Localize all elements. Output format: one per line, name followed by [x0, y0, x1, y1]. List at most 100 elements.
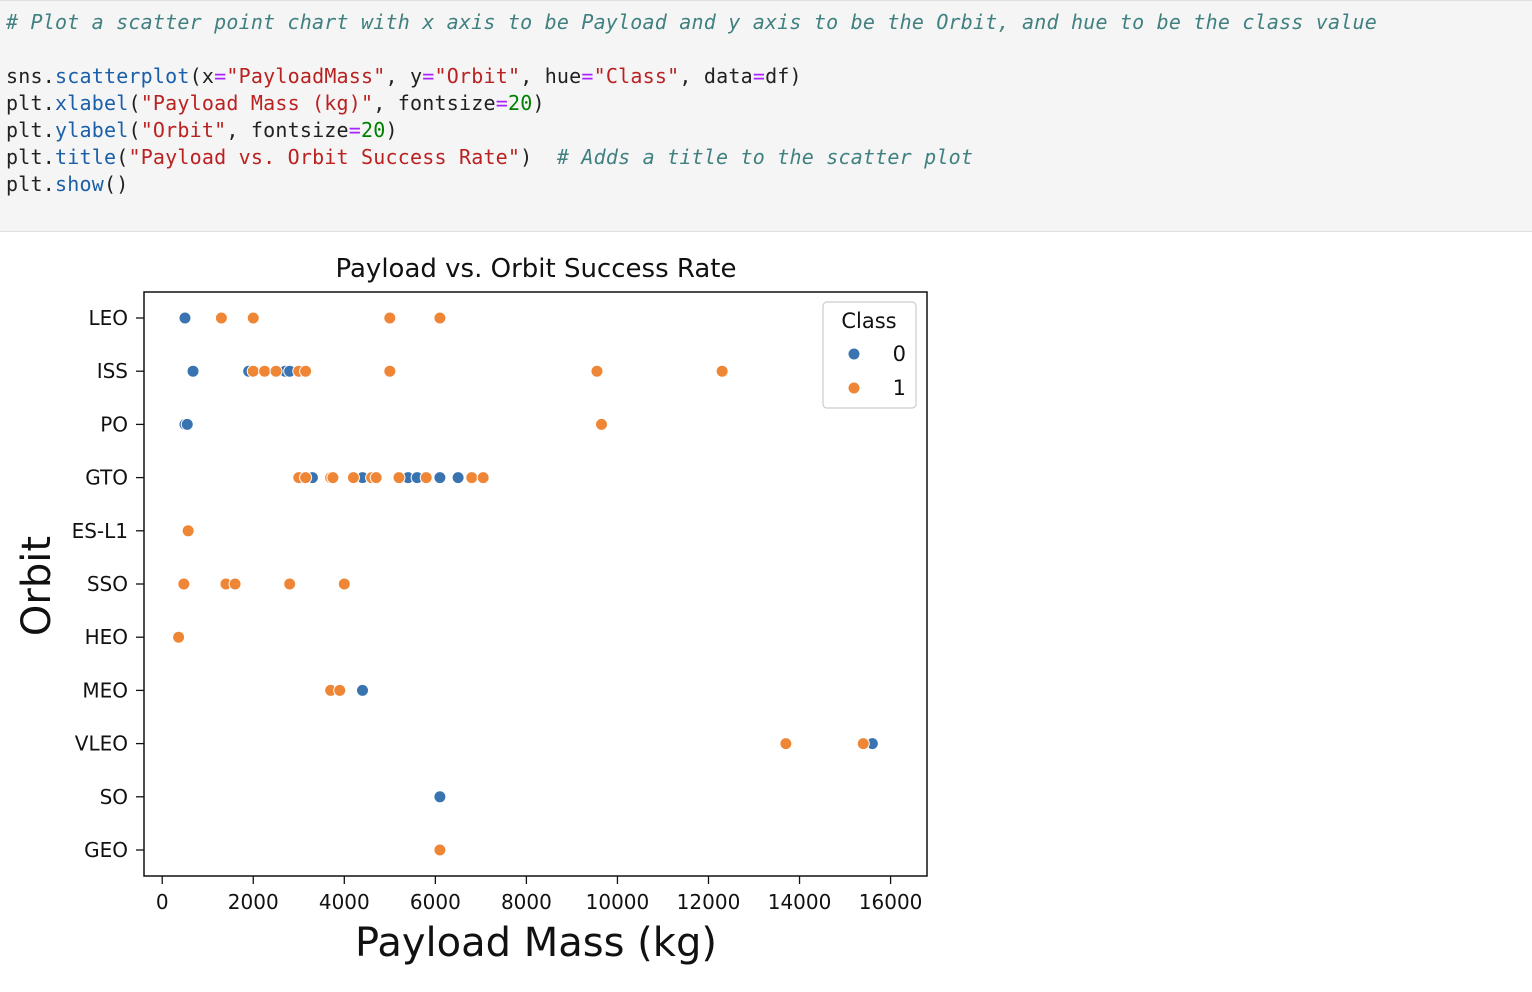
x-tick-label: 0	[156, 890, 169, 914]
code-token: (	[189, 64, 202, 88]
code-token: df	[765, 64, 790, 88]
scatter-chart: Payload vs. Orbit Success Rate LEO ISS PO G…	[14, 254, 928, 966]
x-tick-label: 2000	[228, 890, 279, 914]
data-point-class-1	[177, 577, 191, 591]
code-token: )	[532, 91, 545, 115]
code-token: "Orbit"	[434, 64, 521, 88]
x-tick-label: 8000	[501, 890, 552, 914]
data-point-class-0	[186, 364, 200, 378]
data-point-class-1	[433, 311, 447, 325]
code-token: 20	[361, 118, 386, 142]
legend-label: 0	[893, 342, 906, 366]
code-token: .	[42, 172, 55, 196]
code-token: "Orbit"	[140, 118, 227, 142]
code-token: .	[42, 64, 55, 88]
code-token: =	[581, 64, 594, 88]
y-tick-label: SSO	[87, 572, 128, 596]
code-token: y	[410, 64, 423, 88]
data-point-class-1	[595, 417, 609, 431]
data-point-class-1	[433, 843, 447, 857]
x-tick-label: 16000	[859, 890, 923, 914]
data-point-class-1	[346, 471, 360, 485]
code-token: plt	[6, 172, 43, 196]
code-token: "Class"	[593, 64, 680, 88]
code-token: =	[348, 118, 362, 142]
data-point-class-1	[337, 577, 351, 591]
data-point-class-0	[433, 471, 447, 485]
y-tick-label: LEO	[88, 306, 128, 330]
x-axis-label: Payload Mass (kg)	[355, 920, 717, 966]
x-tick-label: 14000	[768, 890, 832, 914]
code-token: title	[54, 145, 117, 169]
code-cell[interactable]: # Plot a scatter point chart with x axis…	[0, 0, 1532, 232]
code-token: .	[42, 91, 55, 115]
y-tick-label: PO	[100, 412, 128, 436]
code-token: =	[214, 64, 227, 88]
y-axis-label: Orbit	[14, 536, 60, 636]
y-tick-label: HEO	[85, 625, 128, 649]
data-point-class-1	[465, 471, 479, 485]
code-token: x	[201, 64, 215, 88]
data-point-class-1	[476, 471, 490, 485]
code-token: hue	[544, 64, 582, 88]
code-token: =	[495, 91, 508, 115]
x-tick-label: 10000	[586, 890, 650, 914]
code-token: ()	[103, 172, 129, 196]
code-token: plt	[6, 91, 43, 115]
code-token: # Adds a title to the scatter plot	[556, 145, 974, 169]
data-point-class-0	[180, 417, 194, 431]
data-point-class-1	[181, 524, 195, 538]
code-token: show	[54, 172, 104, 196]
y-tick-label: GEO	[84, 838, 128, 862]
code-token: )	[520, 145, 557, 169]
data-point-class-1	[369, 471, 383, 485]
data-point-class-1	[326, 471, 340, 485]
code-line: plt.title("Payload vs. Orbit Success Rat…	[6, 144, 973, 171]
code-line: plt.show()	[6, 171, 128, 198]
legend-label: 1	[893, 376, 906, 400]
data-point-class-1	[258, 364, 272, 378]
code-line: plt.xlabel("Payload Mass (kg)", fontsize…	[6, 90, 545, 117]
code-token: sns	[6, 64, 43, 88]
y-tick-label: ES-L1	[72, 519, 128, 543]
data-point-class-1	[383, 311, 397, 325]
legend-marker	[847, 347, 861, 361]
code-token: ylabel	[54, 118, 129, 142]
code-token: "Payload vs. Orbit Success Rate"	[128, 145, 521, 169]
code-token: (	[128, 91, 141, 115]
data-point-class-1	[269, 364, 283, 378]
code-token: )	[789, 64, 802, 88]
code-token: (	[128, 118, 141, 142]
y-tick-label: GTO	[85, 466, 128, 490]
code-token: fontsize	[397, 91, 496, 115]
code-token: ,	[385, 64, 411, 88]
code-line: plt.ylabel("Orbit", fontsize=20)	[6, 117, 398, 144]
code-token: (	[116, 145, 129, 169]
code-token: scatterplot	[54, 64, 190, 88]
data-point-class-1	[246, 311, 260, 325]
y-tick-label: ISS	[97, 359, 128, 383]
legend: Class 0 1	[822, 301, 917, 409]
code-token: .	[42, 118, 55, 142]
data-point-class-1	[214, 311, 228, 325]
code-token: plt	[6, 145, 43, 169]
x-axis: 0 2000 4000 6000 8000 10000 12000 14000 16000	[156, 876, 923, 914]
data-points	[172, 311, 879, 857]
y-tick-label: MEO	[82, 678, 128, 702]
code-token: 20	[507, 91, 533, 115]
data-point-class-0	[451, 471, 465, 485]
code-token: =	[752, 64, 766, 88]
data-point-class-1	[590, 364, 604, 378]
data-point-class-1	[392, 471, 406, 485]
data-point-class-1	[228, 577, 242, 591]
data-point-class-1	[856, 737, 870, 751]
data-point-class-1	[779, 737, 793, 751]
code-token: fontsize	[250, 118, 349, 142]
code-token: )	[385, 118, 398, 142]
code-token: "PayloadMass"	[226, 64, 386, 88]
legend-marker	[847, 381, 861, 395]
y-tick-label: SO	[100, 785, 128, 809]
chart-title: Payload vs. Orbit Success Rate	[335, 254, 736, 284]
data-point-class-1	[283, 577, 297, 591]
code-token: xlabel	[54, 91, 129, 115]
